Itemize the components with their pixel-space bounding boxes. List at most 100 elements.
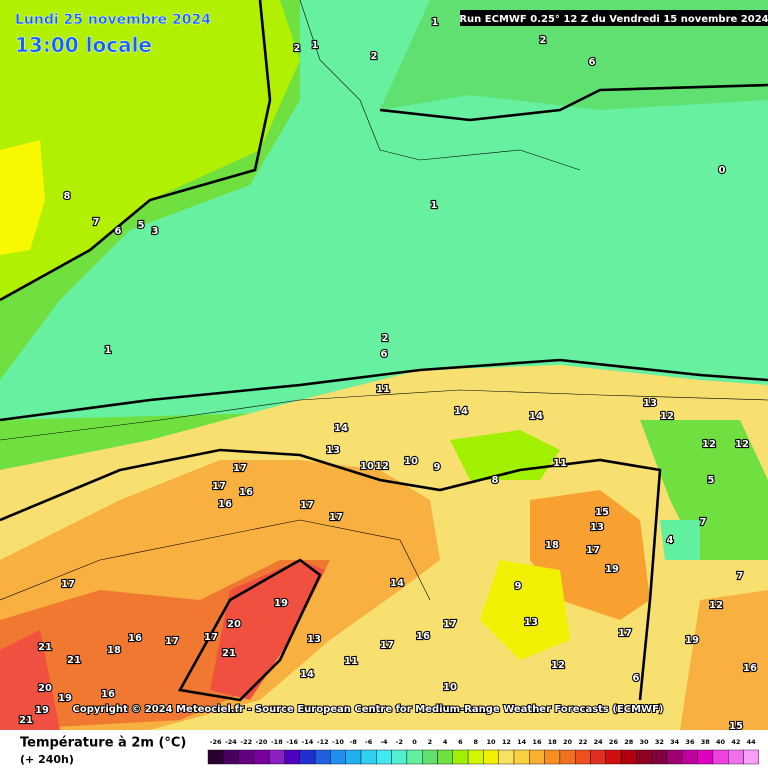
scale-label: 10 — [487, 738, 497, 746]
contour-label: 1 — [431, 200, 438, 211]
scale-swatch — [513, 749, 530, 765]
scale-swatch — [360, 749, 377, 765]
contour-label: 17 — [300, 500, 314, 511]
contour-label: 2 — [294, 43, 301, 54]
contour-label: 19 — [605, 564, 619, 575]
scale-label: 2 — [428, 738, 433, 746]
scale-label: -18 — [271, 738, 283, 746]
scale-label: -16 — [286, 738, 298, 746]
scale-label: 8 — [473, 738, 478, 746]
forecast-time: 13:00 locale — [15, 33, 152, 57]
contour-label: 12 — [551, 660, 565, 671]
contour-label: 17 — [212, 481, 226, 492]
contour-label: 6 — [381, 349, 388, 360]
scale-swatch — [314, 749, 331, 765]
scale-label: 28 — [624, 738, 634, 746]
contour-label: 19 — [685, 635, 699, 646]
contour-label: 16 — [218, 499, 232, 510]
scale-swatch — [345, 749, 362, 765]
scale-swatch — [223, 749, 239, 765]
contour-label: 8 — [64, 191, 71, 202]
run-info: Run ECMWF 0.25° 12 Z du Vendredi 15 nove… — [459, 14, 768, 25]
contour-label: 15 — [595, 507, 609, 518]
contour-label: 6 — [115, 226, 122, 237]
field — [660, 520, 700, 560]
copyright: Copyright © 2024 Meteociel.fr - Source E… — [73, 704, 664, 715]
scale-label: 30 — [640, 738, 650, 746]
scale-swatch — [559, 749, 576, 765]
contour-label: 8 — [492, 475, 499, 486]
contour-label: 11 — [344, 656, 358, 667]
scale-swatch — [682, 749, 698, 765]
scale-label: 44 — [747, 738, 757, 746]
scale-label: -26 — [210, 738, 222, 746]
run-box — [460, 10, 768, 26]
scale-label: 12 — [502, 738, 511, 746]
contour-label: 10 — [360, 461, 374, 472]
contour-label: 20 — [38, 683, 52, 694]
scale-swatch — [666, 749, 683, 765]
contour-label: 13 — [524, 617, 538, 628]
scale-label: 14 — [517, 738, 527, 746]
contour-label: 1 — [432, 17, 439, 28]
contour-label: 12 — [660, 411, 674, 422]
scale-swatch — [697, 749, 714, 765]
contour-label: 14 — [300, 669, 314, 680]
contour-label: 14 — [334, 423, 348, 434]
contour-label: 19 — [274, 598, 288, 609]
forecast-date: Lundi 25 novembre 2024 — [15, 12, 211, 28]
scale-label: 18 — [548, 738, 558, 746]
contour-label: 11 — [376, 384, 390, 395]
contour-label: 21 — [67, 655, 81, 666]
scale-swatch — [452, 749, 469, 765]
scale-swatch — [467, 749, 484, 765]
contour-label: 2 — [371, 51, 378, 62]
contour-label: 10 — [404, 456, 418, 467]
contour-label: 16 — [239, 487, 253, 498]
scale-swatch — [498, 749, 515, 765]
contour-label: 0 — [719, 165, 726, 176]
contour-label: 16 — [743, 663, 757, 674]
scale-label: 24 — [594, 738, 604, 746]
field — [0, 630, 60, 730]
contour-label: 2 — [382, 333, 389, 344]
scale-swatch — [712, 749, 729, 765]
scale-swatch — [284, 749, 301, 765]
contour-label: 9 — [515, 581, 522, 592]
contour — [379, 83, 768, 122]
contour — [0, 448, 662, 701]
scale-swatch — [330, 749, 346, 765]
contour-label: 17 — [329, 512, 343, 523]
contour-label: 20 — [227, 619, 241, 630]
contour-label: 6 — [589, 57, 596, 68]
scale-swatch — [422, 749, 438, 765]
scale-swatch — [376, 749, 392, 765]
scale-swatch — [207, 749, 224, 765]
contour-label: 17 — [233, 463, 247, 474]
scale-swatch — [437, 749, 454, 765]
scale-label: 22 — [578, 738, 587, 746]
scale-swatch — [728, 749, 744, 765]
scale-swatch — [544, 749, 561, 765]
contour-label: 12 — [702, 439, 716, 450]
scale-label: -22 — [240, 738, 252, 746]
scale-label: -10 — [332, 738, 344, 746]
contour-label: 7 — [93, 217, 100, 228]
contour-label: 3 — [152, 226, 159, 237]
contour-label: 18 — [545, 540, 559, 551]
scale-swatch — [483, 749, 499, 765]
scale-label: 4 — [443, 738, 448, 746]
contour-label: 1 — [105, 345, 112, 356]
field — [680, 590, 768, 730]
contour-label: 1 — [312, 40, 319, 51]
scale-label: 16 — [532, 738, 542, 746]
contour-label: 7 — [737, 571, 744, 582]
contour-label: 4 — [667, 535, 674, 546]
scale-label: 0 — [412, 738, 417, 746]
scale-label: -14 — [302, 738, 314, 746]
scale-label: -4 — [380, 738, 388, 746]
scale-swatch — [299, 749, 316, 765]
legend-lead: (+ 240h) — [20, 753, 74, 766]
scale-swatch — [743, 749, 760, 765]
